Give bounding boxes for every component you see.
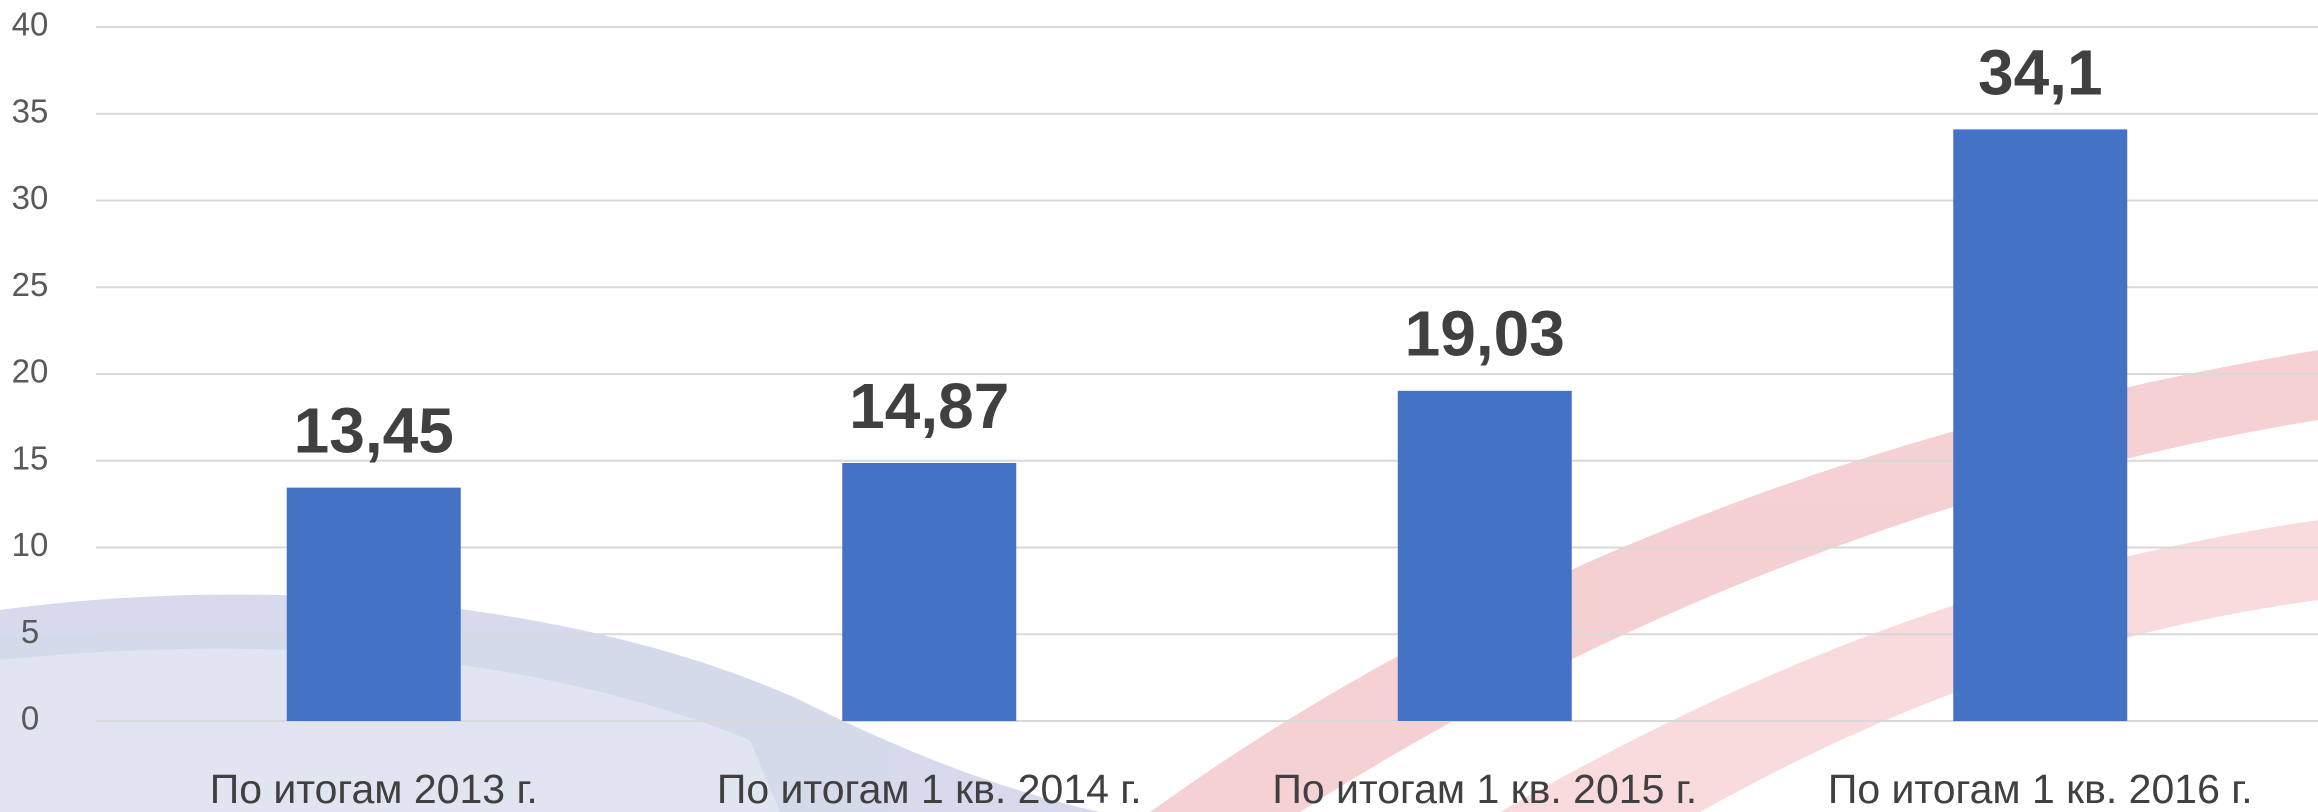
value-label: 34,1 <box>1978 36 2103 108</box>
y-tick-label: 25 <box>12 266 49 303</box>
value-label: 14,87 <box>849 370 1009 442</box>
y-tick-label: 10 <box>12 526 49 563</box>
x-tick-label: По итогам 1 кв. 2014 г. <box>717 766 1142 812</box>
bar <box>1953 129 2128 722</box>
bar <box>842 463 1017 721</box>
y-tick-label: 20 <box>12 353 49 390</box>
y-tick-label: 35 <box>12 92 49 129</box>
y-tick-label: 0 <box>21 700 39 737</box>
x-tick-label: По итогам 1 кв. 2015 г. <box>1272 766 1697 812</box>
x-tick-label: По итогам 1 кв. 2016 г. <box>1828 766 2253 812</box>
y-tick-label: 30 <box>12 179 49 216</box>
y-tick-label: 40 <box>12 6 49 43</box>
y-tick-label: 15 <box>12 439 49 476</box>
bar <box>286 487 461 721</box>
y-tick-label: 5 <box>21 613 39 650</box>
x-tick-label: По итогам 2013 г. <box>210 766 538 812</box>
value-label: 13,45 <box>294 395 454 467</box>
value-label: 19,03 <box>1405 298 1565 370</box>
bar <box>1397 390 1572 721</box>
